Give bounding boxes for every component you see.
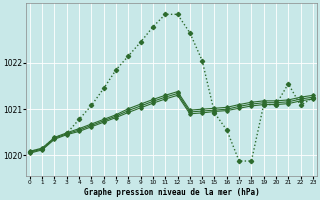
X-axis label: Graphe pression niveau de la mer (hPa): Graphe pression niveau de la mer (hPa) (84, 188, 259, 197)
